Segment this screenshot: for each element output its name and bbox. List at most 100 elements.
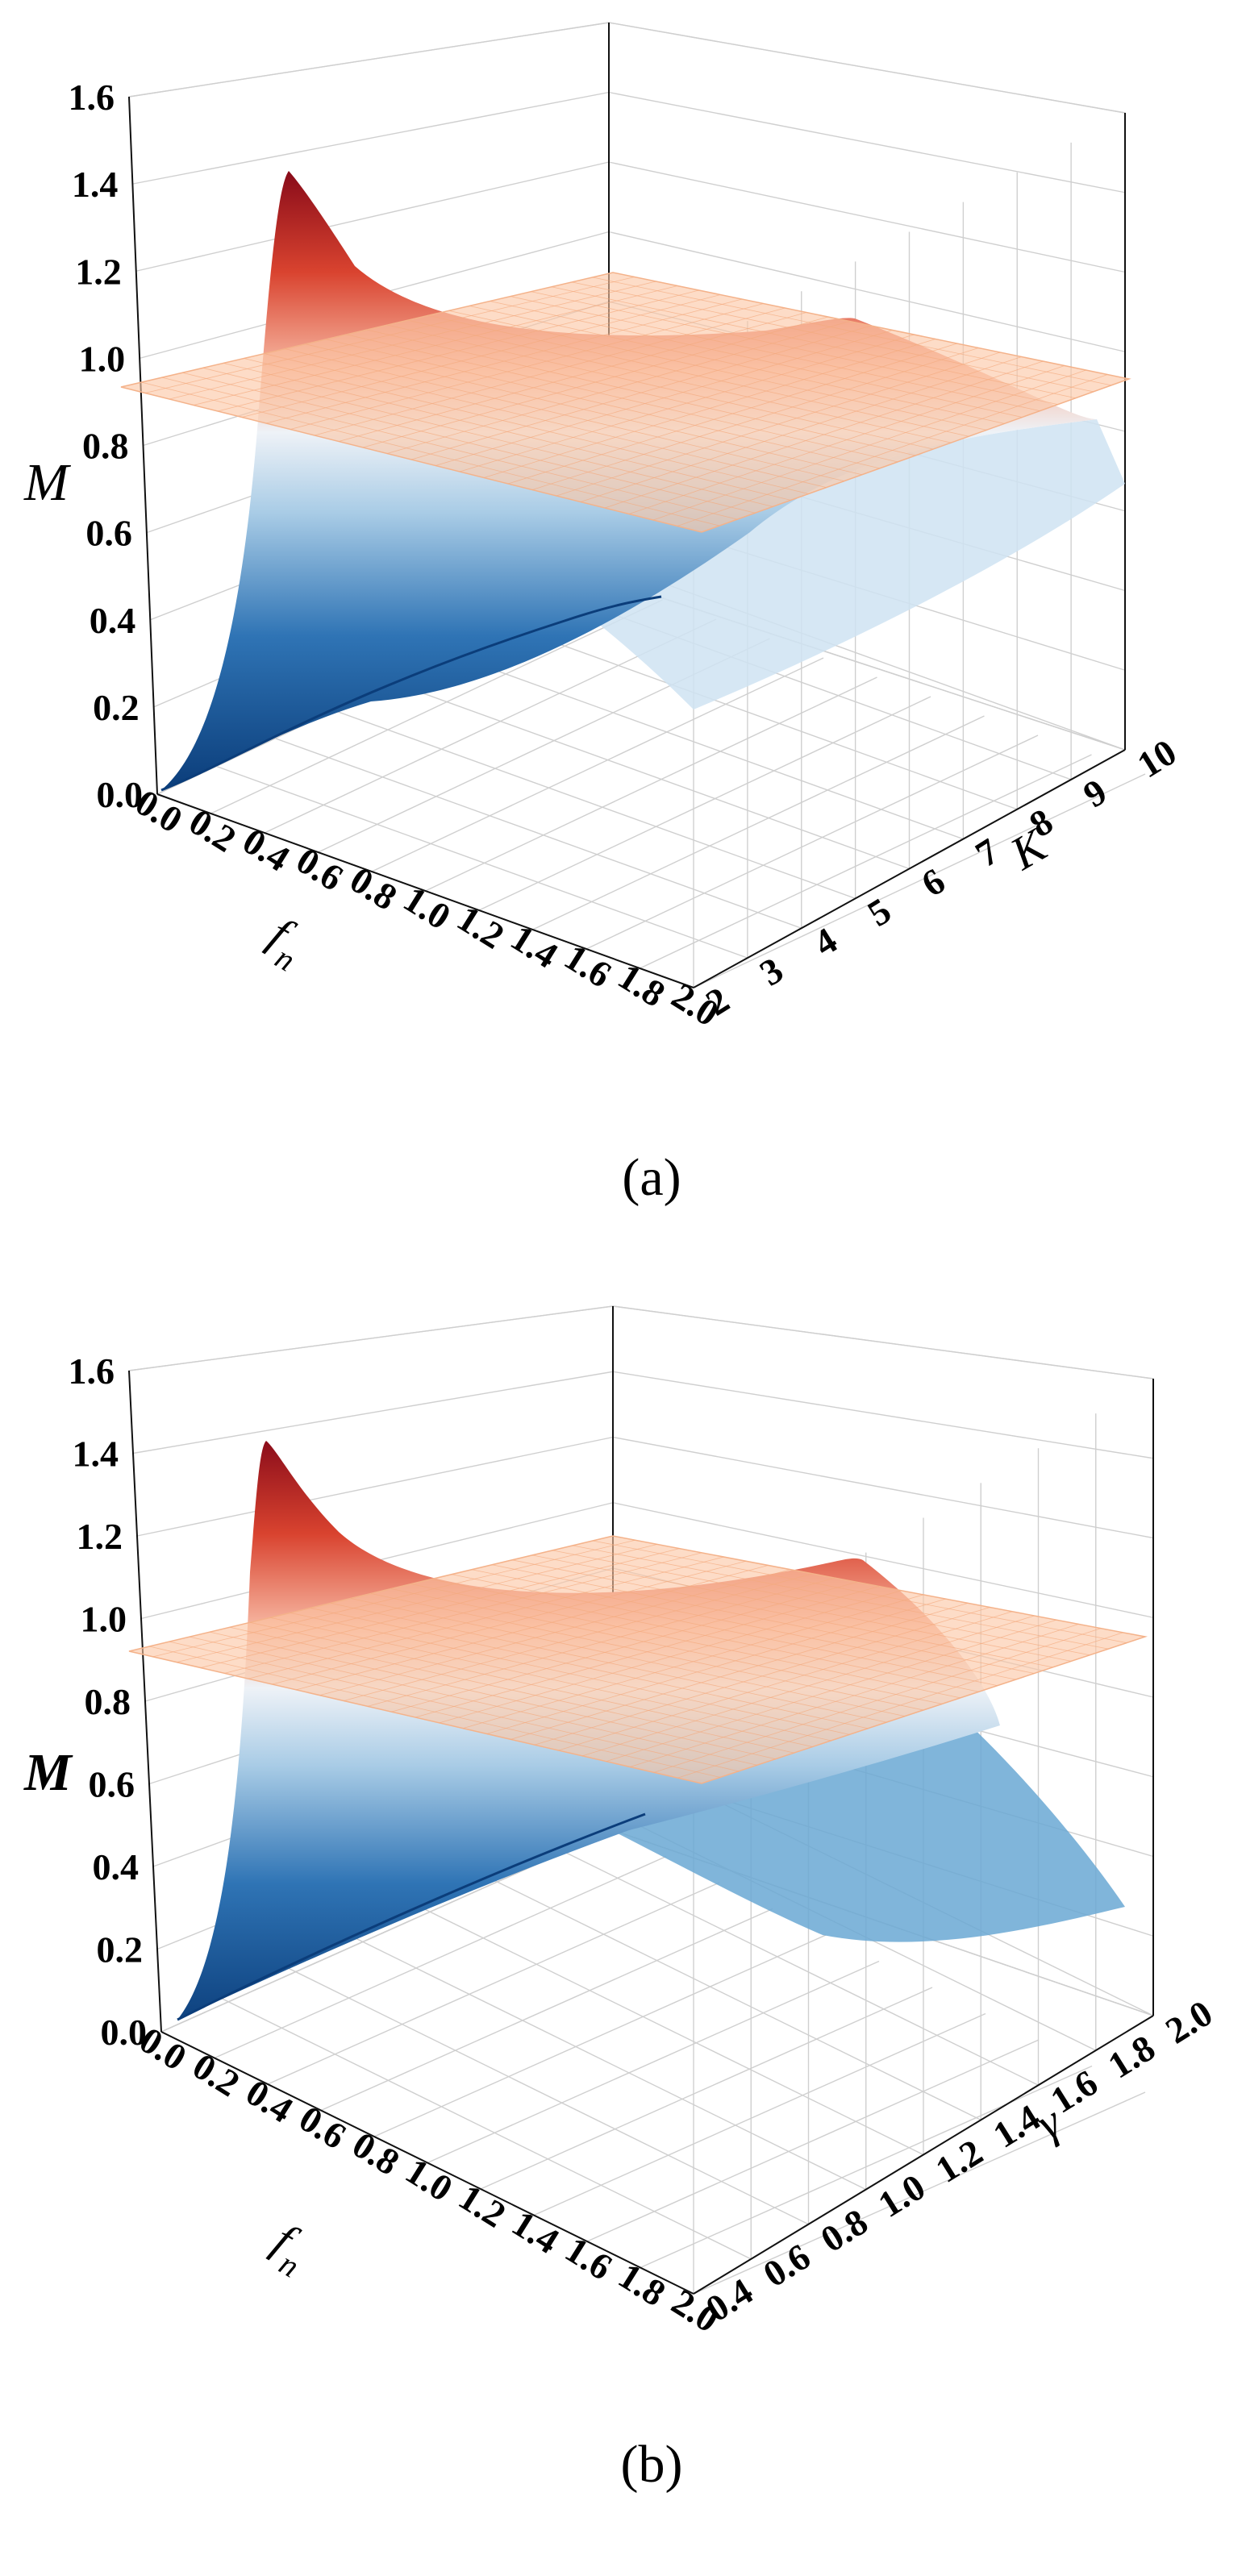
z-tick-label: 1.6: [69, 1350, 115, 1392]
grid-line: [608, 22, 1126, 114]
z-tick-label: 0.4: [93, 1846, 140, 1887]
y-tick-label: 3: [752, 949, 790, 993]
z-tick-label: 1.4: [72, 164, 119, 205]
grid-line: [214, 1855, 667, 2059]
y-tick-label: 0.6: [756, 2236, 818, 2295]
panel-a-x-axis: [156, 793, 694, 988]
z-tick-label: 1.0: [81, 1599, 127, 1640]
grid-line: [320, 1908, 773, 2112]
grid-line: [608, 161, 1126, 273]
x-tick-label: 1.2: [450, 897, 511, 957]
grid-line: [218, 1996, 752, 2260]
grid-line: [693, 773, 1146, 988]
grid-line: [128, 1305, 614, 1371]
panel-b-y-axis: [693, 2015, 1154, 2295]
panel-b-surface-edge: [177, 1812, 646, 2021]
z-tick-label: 0.6: [85, 513, 132, 554]
x-tick-label: 0.8: [343, 859, 404, 918]
grid-line: [693, 2091, 1146, 2295]
panel-a-surface-edge: [160, 595, 662, 792]
x-tick-label: 1.6: [558, 2229, 619, 2288]
panel-a-z-axis: [128, 96, 158, 795]
panel-b-x-axis: [160, 2031, 694, 2295]
panel-a-x-label: f n: [261, 907, 303, 978]
panel-a-z-ticks: 0.0 0.2 0.4 0.6 0.8 1.0 1.2 1.4 1.6: [69, 77, 144, 815]
grid-line: [276, 1962, 809, 2225]
plane-mesh-line: [592, 277, 1111, 386]
plane-mesh-line: [677, 374, 1108, 526]
grid-line: [585, 735, 1039, 950]
panel-b-caption: (b): [621, 2435, 683, 2494]
x-tick-label: 0.6: [290, 839, 351, 899]
grid-line: [481, 615, 1018, 810]
z-tick-label: 0.2: [93, 687, 140, 728]
grid-line: [136, 1436, 614, 1537]
panel-b-y-ticks: 0.40.60.81.01.21.41.61.82.0: [698, 1992, 1219, 2330]
grid-line: [478, 696, 931, 911]
grid-line: [608, 91, 1126, 194]
y-tick-label: 5: [861, 889, 898, 934]
y-tick-label: 0.8: [814, 2201, 875, 2261]
grid-line: [333, 1926, 867, 2191]
grid-line: [427, 1960, 880, 2164]
plane-mesh-line: [572, 281, 1094, 393]
x-tick-label: 1.4: [505, 2202, 566, 2262]
grid-line: [425, 676, 877, 892]
z-tick-label: 0.8: [82, 426, 129, 467]
x-tick-label: 1.8: [611, 2254, 673, 2314]
grid-line: [371, 657, 824, 872]
panel-b-z-axis: [128, 1370, 162, 2033]
grid-line: [533, 2012, 986, 2216]
y-tick-label: 7: [969, 830, 1006, 875]
x-tick-label: 1.0: [397, 878, 458, 938]
panel-b-plane-grid: [148, 1539, 1127, 1779]
grid-line: [135, 161, 610, 272]
x-tick-label: 1.8: [611, 955, 673, 1015]
z-tick-label: 0.0: [101, 2012, 148, 2053]
y-tick-label: 2.0: [1158, 1992, 1219, 2052]
grid-line: [373, 674, 910, 870]
grid-line: [265, 734, 802, 929]
z-tick-label: 1.2: [77, 1516, 123, 1557]
grid-line: [532, 715, 985, 930]
x-tick-label: 1.4: [504, 917, 565, 976]
plane-mesh-line: [604, 360, 1044, 509]
x-tick-label: 0.6: [292, 2097, 353, 2157]
panel-a: 0.00.20.40.60.81.01.21.41.6 0.00.20.40.6…: [23, 22, 1183, 1207]
x-tick-label: 0.2: [182, 801, 244, 860]
plane-mesh-line: [592, 1540, 1127, 1643]
x-tick-label: 1.2: [452, 2176, 513, 2236]
panel-b: 0.00.20.40.60.81.01.21.41.6 0.00.20.40.6…: [23, 1305, 1219, 2494]
z-tick-label: 1.2: [75, 251, 122, 292]
grid-line: [319, 704, 856, 900]
plane-mesh-line: [628, 365, 1065, 514]
grid-line: [612, 1436, 1154, 1539]
grid-line: [586, 2039, 1040, 2242]
plane-mesh-line: [653, 1628, 1102, 1773]
panel-a-plane-grid: [141, 277, 1111, 526]
z-tick-label: 0.0: [97, 774, 144, 815]
panel-b-x-ticks: 0.00.20.40.60.81.01.21.41.61.82.0: [132, 2019, 726, 2341]
x-tick-label: 0.4: [235, 820, 297, 880]
grid-line: [427, 644, 964, 840]
z-tick-label: 0.4: [90, 600, 136, 641]
plane-mesh-line: [551, 286, 1076, 399]
z-tick-label: 0.6: [89, 1764, 135, 1805]
y-tick-label: 6: [915, 860, 952, 905]
grid-line: [128, 22, 610, 98]
z-tick-label: 1.4: [73, 1434, 119, 1475]
grid-line: [480, 1987, 933, 2190]
panel-a-z-label: M: [23, 453, 72, 512]
panel-a-y-axis: [693, 749, 1126, 988]
z-tick-label: 0.8: [85, 1681, 131, 1722]
y-tick-label: 1.0: [871, 2166, 932, 2225]
grid-line: [210, 764, 748, 959]
grid-line: [132, 91, 610, 185]
grid-line: [448, 1857, 981, 2121]
panel-b-x-label: f n: [265, 2213, 307, 2284]
z-tick-label: 0.2: [97, 1929, 144, 1970]
grid-line: [132, 1371, 614, 1454]
plane-mesh-line: [572, 1545, 1109, 1650]
y-tick-label: 4: [806, 919, 844, 963]
